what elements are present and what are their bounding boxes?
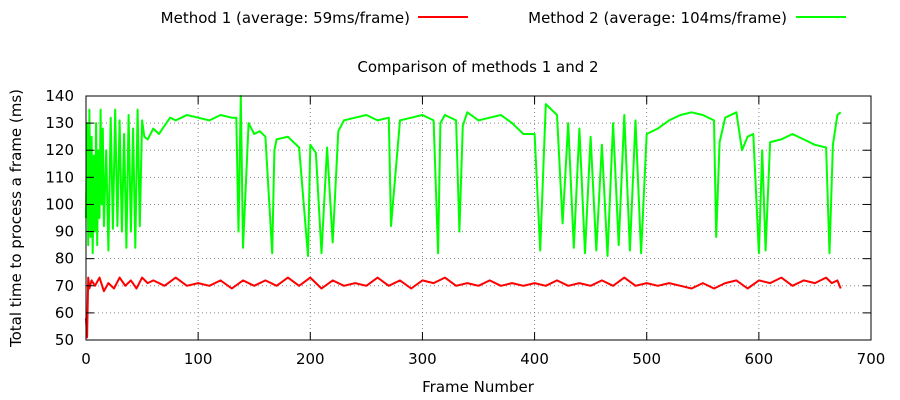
y-tick-label: 140 [45,87,74,105]
y-tick-label: 70 [55,277,74,295]
y-tick-label: 80 [55,250,74,268]
plot-frame [85,95,872,341]
x-tick-label: 500 [632,350,661,368]
x-tick-label: 100 [184,350,213,368]
series-layer [85,95,842,339]
x-tick-label: 200 [296,350,325,368]
y-axis-label: Total time to process a frame (ms) [7,89,25,348]
x-tick-label: 0 [81,350,91,368]
y-tick-label: 120 [45,141,74,159]
grid [86,96,871,340]
x-axis-label: Frame Number [422,378,535,396]
x-tick-label: 700 [857,350,886,368]
x-tick-label: 600 [745,350,774,368]
legend-label-method-2: Method 2 (average: 104ms/frame) [528,9,787,27]
y-tick-label: 130 [45,114,74,132]
y-tick-label: 50 [55,331,74,349]
y-tick-label: 60 [55,304,74,322]
x-tick-label: 300 [408,350,437,368]
chart-title: Comparison of methods 1 and 2 [357,58,598,76]
series-line-method-2 [85,95,842,257]
x-tick-label: 400 [520,350,549,368]
y-tick-label: 100 [45,195,74,213]
legend-label-method-1: Method 1 (average: 59ms/frame) [161,9,410,27]
legend: Method 1 (average: 59ms/frame) Method 2 … [161,9,846,27]
series-line-method-1 [85,276,842,339]
y-tick-label: 110 [45,168,74,186]
y-tick-label: 90 [55,223,74,241]
ticks: 50 60 70 80 90 100 110 120 130 140 0 100 200 300 400 50… [45,87,885,368]
